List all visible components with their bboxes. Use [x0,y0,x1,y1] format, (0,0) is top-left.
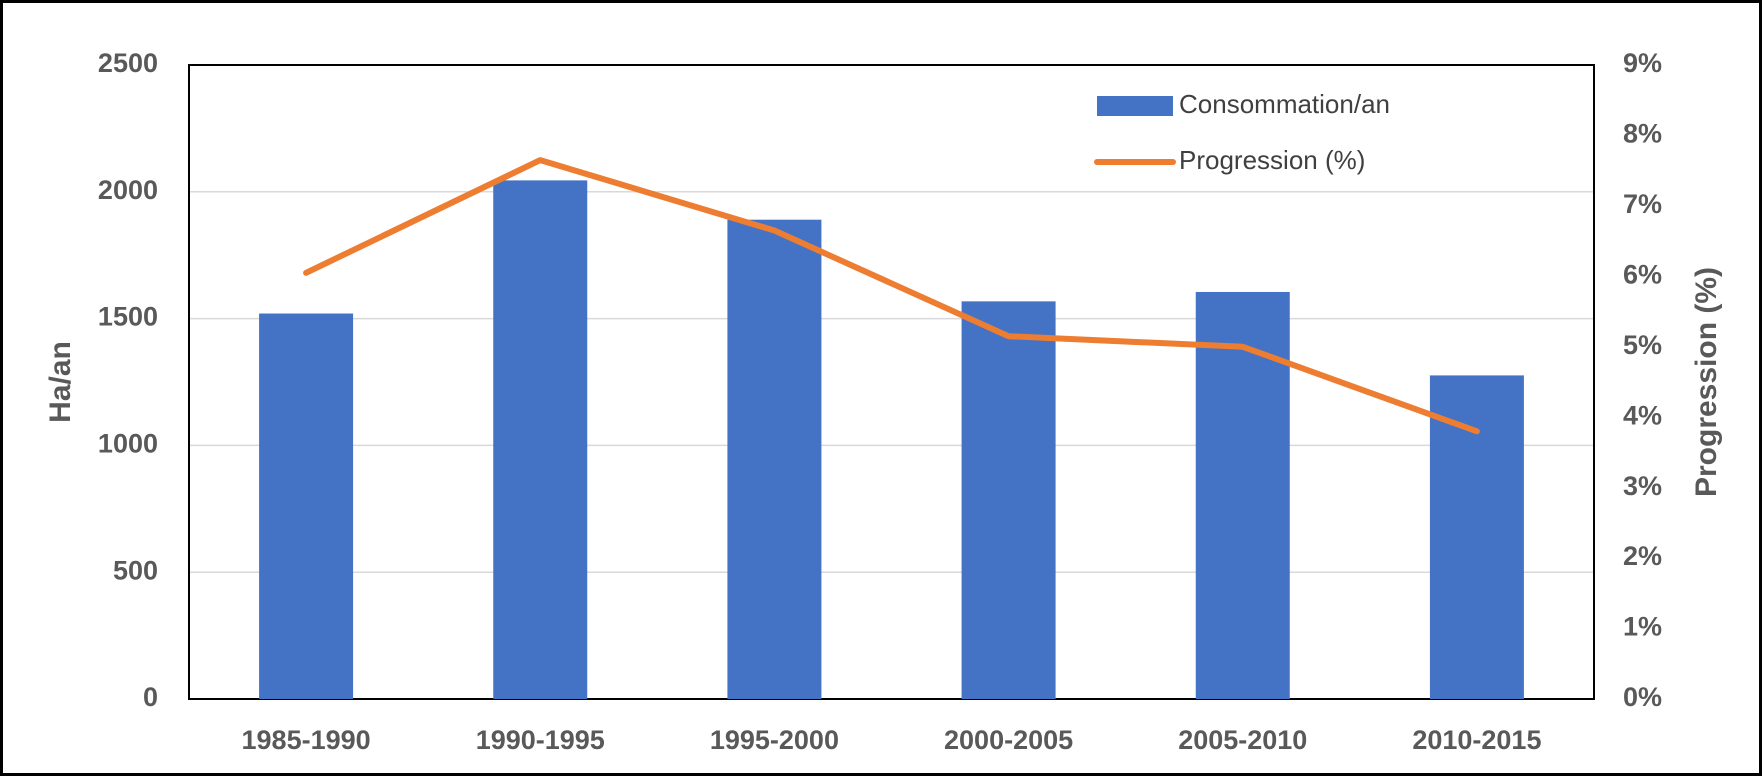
legend-label-progression: Progression (%) [1179,145,1365,175]
left-axis-ticks: 0 500 1000 1500 2000 2500 [98,48,158,712]
bar-series [259,180,1524,700]
right-tick-label: 6% [1623,259,1662,289]
line-point-1995-2000 [773,229,776,232]
line-series [303,157,1480,435]
legend-swatch-bar [1097,96,1173,116]
right-tick-label: 1% [1623,612,1662,642]
right-axis-ticks: 0% 1% 2% 3% 4% 5% 6% 7% 8% 9% [1623,48,1662,712]
line-point-2010-2015 [1475,430,1478,433]
x-axis-ticks: 1985-1990 1990-1995 1995-2000 2000-2005 2005… [242,725,1542,755]
right-axis-title: Progression (%) [1690,267,1723,497]
bar-2000-2005 [961,301,1056,699]
right-tick-label: 0% [1623,682,1662,712]
right-tick-label: 3% [1623,471,1662,501]
x-tick-label: 1985-1990 [242,725,371,755]
left-tick-label: 1000 [98,429,158,459]
bar-2010-2015 [1429,375,1524,699]
line-point-1990-1995 [539,159,542,162]
bar-2005-2010 [1195,291,1290,699]
progression-line [303,157,1480,435]
left-axis-title: Ha/an [44,341,77,423]
bar-1985-1990 [259,313,354,699]
x-tick-label: 1995-2000 [710,725,839,755]
x-tick-label: 1990-1995 [476,725,605,755]
legend-label-consommation: Consommation/an [1179,89,1390,119]
right-tick-label: 4% [1623,400,1662,430]
right-tick-label: 5% [1623,330,1662,360]
gridlines [189,191,1594,573]
legend: Consommation/an Progression (%) [1094,89,1390,175]
line-point-2005-2010 [1241,345,1244,348]
right-tick-label: 8% [1623,119,1662,149]
x-tick-label: 2000-2005 [944,725,1073,755]
right-tick-label: 2% [1623,541,1662,571]
left-tick-label: 0 [143,682,158,712]
left-tick-label: 2000 [98,175,158,205]
bar-1995-2000 [727,219,822,700]
left-tick-label: 1500 [98,302,158,332]
left-tick-label: 2500 [98,48,158,78]
plot-area-frame [188,64,1595,700]
line-point-1985-1990 [305,271,308,274]
bar-1990-1995 [493,180,588,699]
x-tick-label: 2005-2010 [1178,725,1307,755]
x-tick-label: 2010-2015 [1412,725,1541,755]
right-tick-label: 9% [1623,48,1662,78]
right-tick-label: 7% [1623,189,1662,219]
line-point-2000-2005 [1007,335,1010,338]
left-tick-label: 500 [113,555,158,585]
